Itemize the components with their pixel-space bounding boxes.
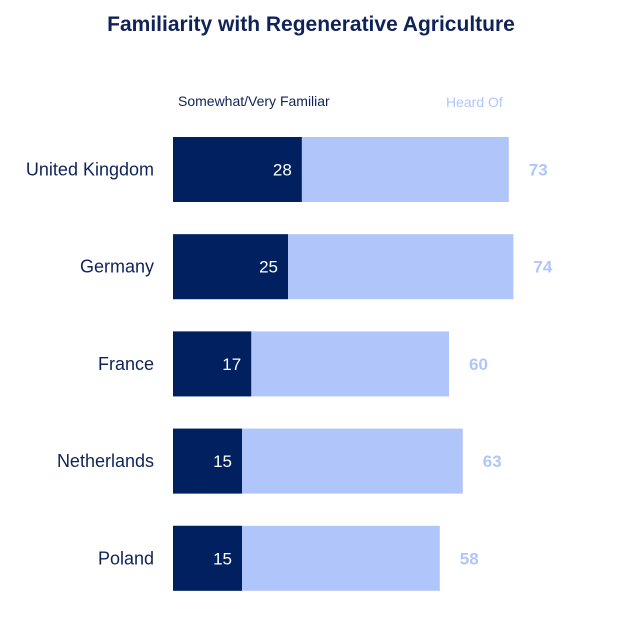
bar-familiar [173,137,302,202]
legend-familiar: Somewhat/Very Familiar [178,93,330,109]
category-label: United Kingdom [26,160,154,180]
legend-heard-of: Heard Of [446,94,503,110]
data-label-heard-of: 58 [460,549,479,568]
category-label: Poland [98,548,154,568]
data-label-heard-of: 63 [483,452,502,471]
bar-familiar [173,525,242,591]
bar-familiar [173,331,252,397]
data-label-familiar: 15 [213,549,232,568]
data-label-familiar: 15 [213,452,232,471]
data-label-familiar: 25 [259,258,278,277]
data-label-heard-of: 60 [469,355,488,374]
bar-familiar [173,428,242,494]
data-label-familiar: 17 [222,355,241,374]
data-label-familiar: 28 [273,161,292,180]
category-label: Germany [80,257,154,277]
category-label: France [98,354,154,374]
data-label-heard-of: 74 [533,258,552,277]
bar-familiar [173,234,288,300]
category-label: Netherlands [57,451,154,471]
chart-title: Familiarity with Regenerative Agricultur… [107,13,515,36]
data-label-heard-of: 73 [529,161,548,180]
